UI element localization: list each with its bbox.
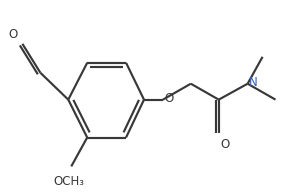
- Text: N: N: [249, 76, 257, 89]
- Text: O: O: [9, 28, 18, 41]
- Text: OCH₃: OCH₃: [54, 175, 85, 188]
- Text: O: O: [221, 137, 230, 151]
- Text: O: O: [164, 92, 173, 105]
